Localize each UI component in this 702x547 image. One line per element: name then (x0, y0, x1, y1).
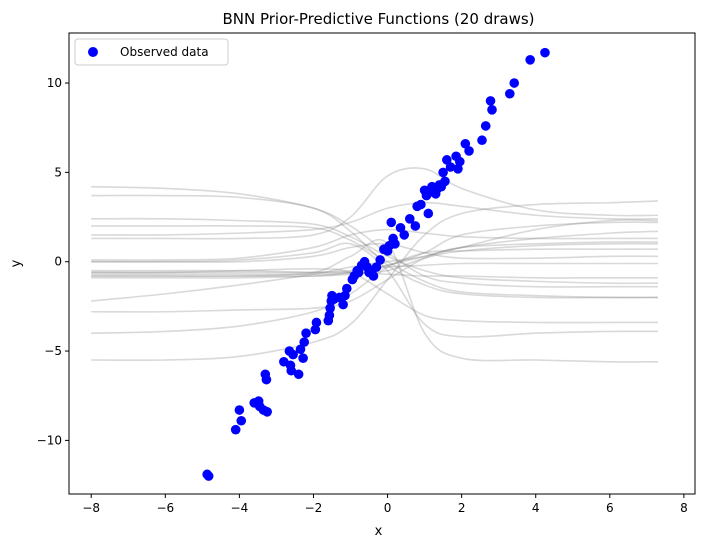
observed-point (236, 415, 247, 426)
prior-draw-line-18 (91, 268, 658, 324)
observed-point (445, 162, 456, 172)
observed-point (540, 47, 550, 58)
x-axis-ticks: −8 −6 −4 −2 0 2 4 6 8 (82, 494, 688, 515)
observed-point (234, 405, 245, 415)
observed-point (325, 303, 335, 313)
observed-point (295, 344, 306, 355)
prior-draw-line-15 (91, 241, 658, 313)
x-tick-label: −2 (305, 501, 323, 515)
observed-point (338, 299, 348, 310)
x-tick-label: 6 (606, 501, 614, 515)
observed-point (390, 239, 400, 249)
x-tick-label: −4 (231, 501, 249, 515)
prior-draw-line-4 (91, 225, 658, 299)
x-tick-label: 4 (532, 501, 540, 515)
observed-point (410, 221, 421, 231)
x-tick-label: 8 (680, 501, 688, 515)
prior-draw-line-10 (91, 221, 658, 276)
x-tick-label: 0 (384, 501, 392, 515)
observed-point (368, 271, 379, 281)
observed-point (203, 471, 214, 481)
prior-draw-line-16 (91, 248, 658, 334)
prior-draw-line-14 (91, 219, 658, 302)
observed-point (230, 424, 241, 435)
x-tick-label: −8 (82, 501, 100, 515)
axes-frame (68, 32, 696, 495)
observed-point (386, 217, 397, 228)
observed-point (261, 374, 272, 385)
legend: Observed data (74, 38, 229, 66)
observed-point (288, 349, 298, 360)
observed-point (342, 283, 352, 294)
observed-point (371, 262, 382, 272)
observed-point (399, 230, 410, 240)
prior-draw-line-3 (91, 217, 658, 285)
prior-draw-line-6 (91, 167, 658, 240)
observed-point (301, 328, 311, 338)
observed-point (480, 121, 491, 131)
legend-label-observed: Observed data (120, 45, 209, 59)
observed-point (442, 155, 452, 165)
observed-point (395, 222, 406, 233)
x-axis-label: x (375, 524, 383, 539)
observed-point (311, 317, 322, 328)
prior-draw-line-7 (91, 228, 658, 261)
y-axis-label: y (9, 259, 24, 267)
observed-point (286, 365, 297, 376)
observed-point (440, 176, 450, 187)
x-tick-label: 2 (458, 501, 466, 515)
legend-box (74, 38, 229, 66)
observed-point (404, 214, 415, 224)
observed-point (310, 324, 321, 335)
observed-point (487, 105, 497, 115)
observed-point (454, 156, 465, 167)
prior-draw-line-19 (91, 242, 658, 338)
chart-title: BNN Prior-Predictive Functions (20 draws… (222, 10, 534, 28)
prior-draw-line-12 (91, 230, 658, 279)
prior-draw-line-11 (91, 242, 658, 277)
observed-point (299, 337, 310, 347)
observed-point (423, 208, 434, 219)
observed-point (416, 199, 426, 210)
prior-draw-line-17 (91, 200, 658, 362)
observed-point (464, 146, 474, 156)
observed-point (438, 167, 448, 178)
observed-point (504, 88, 515, 99)
observed-points (202, 47, 550, 481)
observed-point (460, 138, 471, 149)
observed-point (262, 407, 272, 417)
observed-point (324, 310, 335, 321)
y-tick-label: 10 (47, 76, 62, 90)
prior-draw-line-5 (91, 201, 658, 236)
y-tick-label: −5 (44, 344, 62, 358)
observed-point (509, 78, 520, 88)
prior-draw-line-2 (91, 194, 658, 299)
plot-area (91, 47, 658, 481)
observed-point (485, 96, 496, 106)
observed-point (477, 135, 487, 146)
y-tick-label: 5 (54, 165, 62, 179)
prior-draw-line-13 (91, 262, 658, 274)
prior-draws (91, 167, 658, 363)
y-tick-label: 0 (54, 255, 62, 269)
y-tick-label: −10 (37, 433, 62, 447)
observed-point (298, 353, 308, 364)
prior-draw-line-9 (91, 269, 658, 279)
legend-marker-observed (88, 47, 98, 57)
observed-point (375, 255, 385, 265)
y-axis-ticks: −10 −5 0 5 10 (37, 76, 69, 447)
observed-point (525, 55, 535, 65)
observed-point (293, 369, 304, 380)
x-tick-label: −6 (156, 501, 174, 515)
